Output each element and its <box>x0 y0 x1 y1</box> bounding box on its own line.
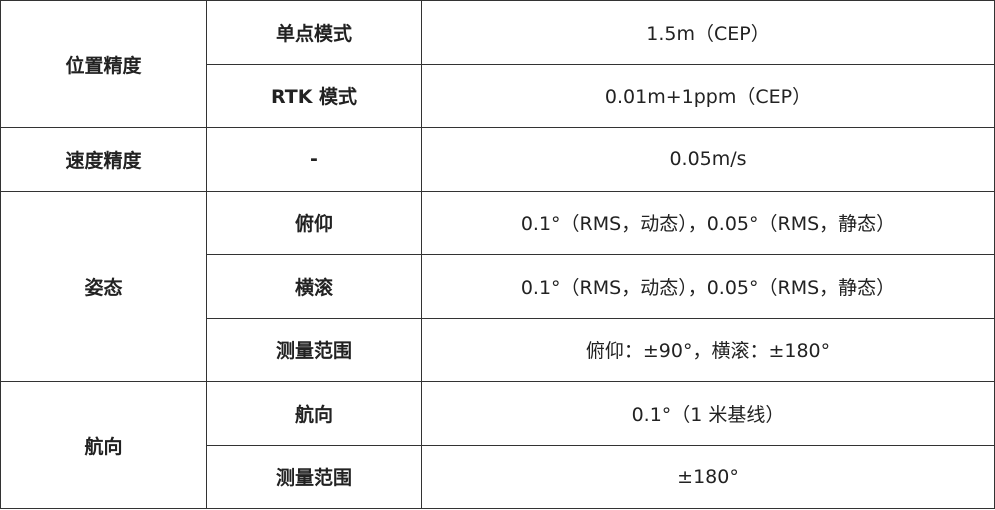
table-row: 测量范围 俯仰：±90°，横滚：±180° <box>1 317 995 382</box>
mode-label: 测量范围 <box>206 317 422 382</box>
spec-value: ±180° <box>421 444 995 509</box>
table-row: RTK 模式 0.01m+1ppm（CEP） <box>1 63 995 128</box>
table-row: 横滚 0.1°（RMS，动态），0.05°（RMS，静态） <box>1 254 995 319</box>
group-label: 航向 <box>0 381 207 509</box>
spec-value: 0.1°（1 米基线） <box>421 381 995 446</box>
table-row: 速度精度 -0.05m/s <box>0 127 995 192</box>
spec-value: 0.01m+1ppm（CEP） <box>421 63 995 128</box>
table-row: 姿态 俯仰 0.1°（RMS，动态），0.05°（RMS，静态） <box>0 190 995 382</box>
mode-label: 横滚 <box>206 254 422 319</box>
spec-value: 俯仰：±90°，横滚：±180° <box>421 317 995 382</box>
table-row: 航向 航向 0.1°（1 米基线） <box>0 381 995 509</box>
table-row: 测量范围 ±180° <box>1 444 995 509</box>
spec-value: 0.1°（RMS，动态），0.05°（RMS，静态） <box>421 254 995 319</box>
mode-label: RTK 模式 <box>206 63 422 128</box>
spec-value: 0.1°（RMS，动态），0.05°（RMS，静态） <box>421 190 995 255</box>
mode-label: - <box>206 127 422 192</box>
group-label: 位置精度 <box>0 0 207 128</box>
mode-label: 单点模式 <box>206 0 422 65</box>
group-label: 速度精度 <box>0 127 207 192</box>
mode-label: 测量范围 <box>206 444 422 509</box>
table-row: 位置精度 单点模式 1.5m（CEP） <box>0 0 995 128</box>
mode-label: 航向 <box>206 381 422 446</box>
mode-label: 俯仰 <box>206 190 422 255</box>
spec-value: 0.05m/s <box>421 127 995 192</box>
spec-value: 1.5m（CEP） <box>421 0 995 65</box>
group-label: 姿态 <box>0 190 207 382</box>
